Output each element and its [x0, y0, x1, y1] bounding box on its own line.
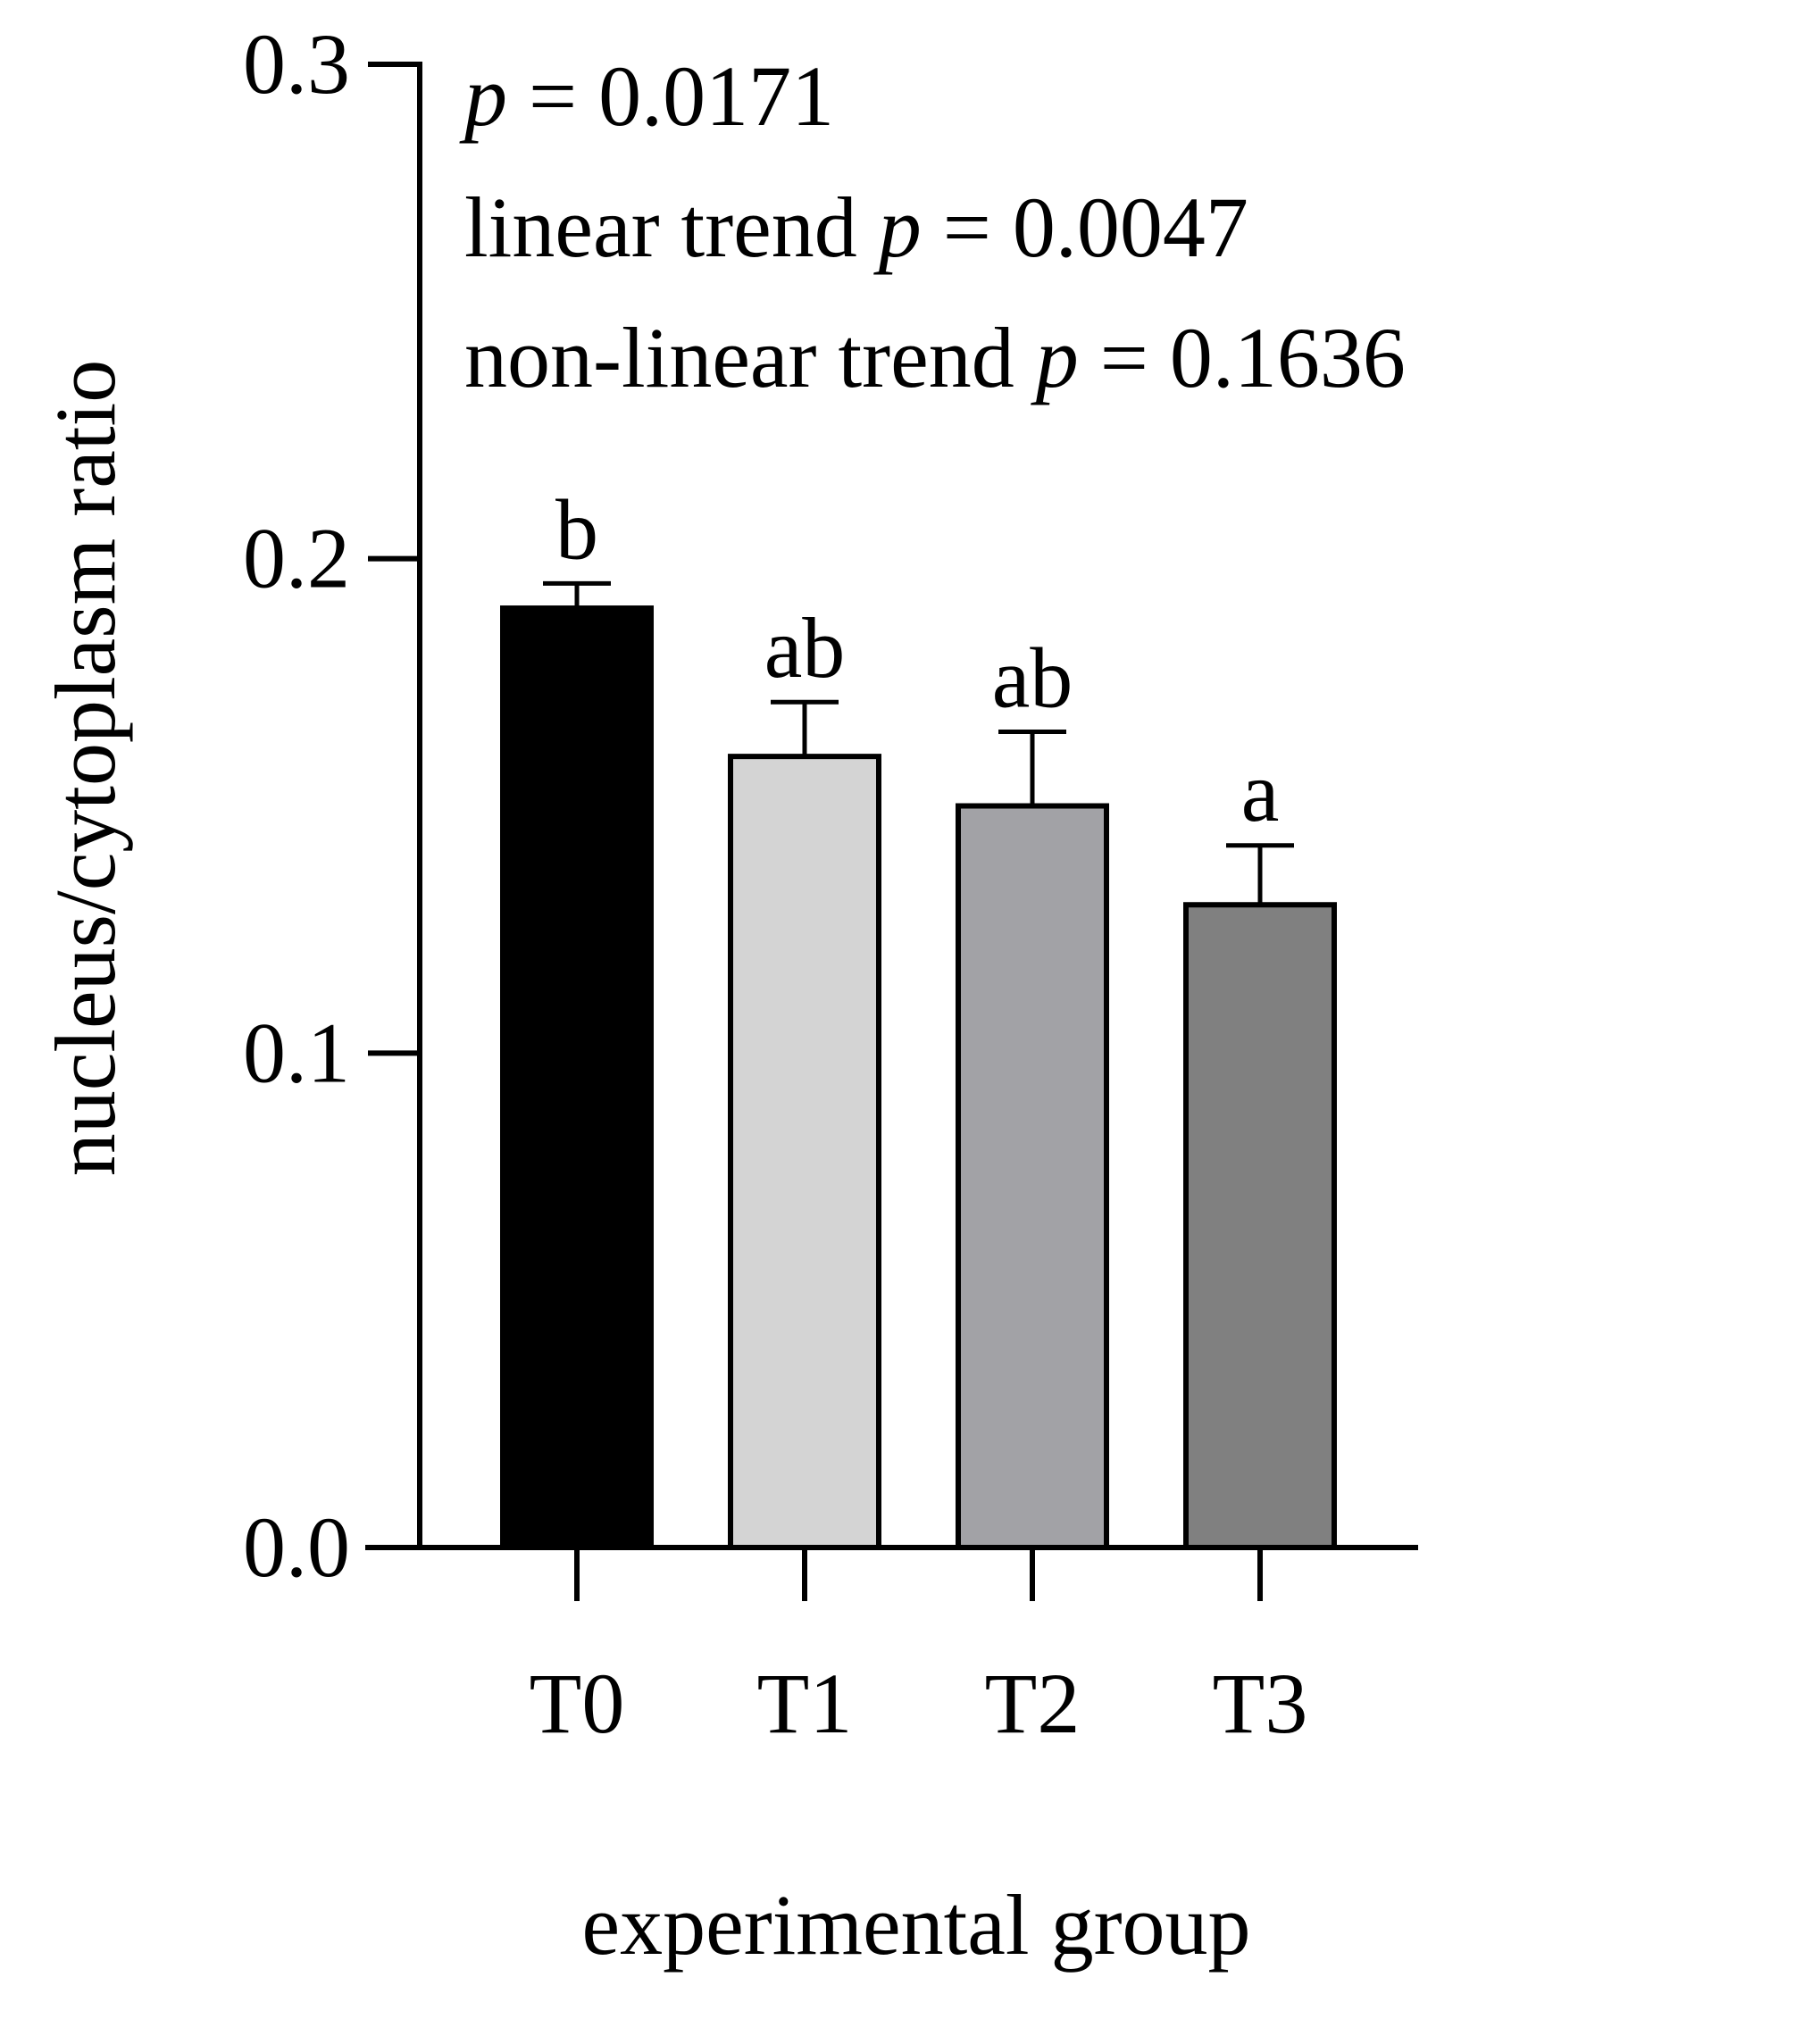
annotation-line-3: non-linear trend p = 0.1636 [464, 310, 1406, 405]
significance-letter-T0: b [555, 481, 598, 577]
x-tick-label-T3: T3 [1213, 1656, 1308, 1751]
annotation-line-2: linear trend p = 0.0047 [464, 179, 1248, 275]
x-tick-label-T0: T0 [530, 1656, 625, 1751]
x-axis-ticks: T0 T1 T2 T3 [530, 1548, 1308, 1751]
bars-group: b ab ab a [500, 481, 1337, 1550]
bar-T0 [500, 605, 654, 1550]
y-tick-label: 0.1 [243, 1005, 350, 1100]
x-tick-label-T2: T2 [985, 1656, 1081, 1751]
significance-letter-T1: ab [764, 600, 846, 696]
x-tick-label-T1: T1 [757, 1656, 853, 1751]
y-axis-title: nucleus/cytoplasm ratio [38, 360, 133, 1176]
bar-T3 [1183, 902, 1337, 1550]
annotation-line-1: p = 0.0171 [459, 48, 834, 144]
y-axis-ticks: 0.0 0.1 0.2 0.3 [243, 16, 420, 1595]
statistics-annotations: p = 0.0171 linear trend p = 0.0047 non-lin… [459, 48, 1406, 405]
y-tick-label: 0.0 [243, 1499, 350, 1595]
significance-letter-T2: ab [992, 630, 1073, 725]
bar-T1 [728, 754, 881, 1550]
y-tick-label: 0.2 [243, 511, 350, 606]
x-axis-title: experimental group [581, 1877, 1250, 1973]
bar-T2 [956, 803, 1109, 1550]
significance-letter-T3: a [1241, 744, 1280, 839]
y-tick-label: 0.3 [243, 16, 350, 112]
axes-group [365, 62, 1418, 1550]
